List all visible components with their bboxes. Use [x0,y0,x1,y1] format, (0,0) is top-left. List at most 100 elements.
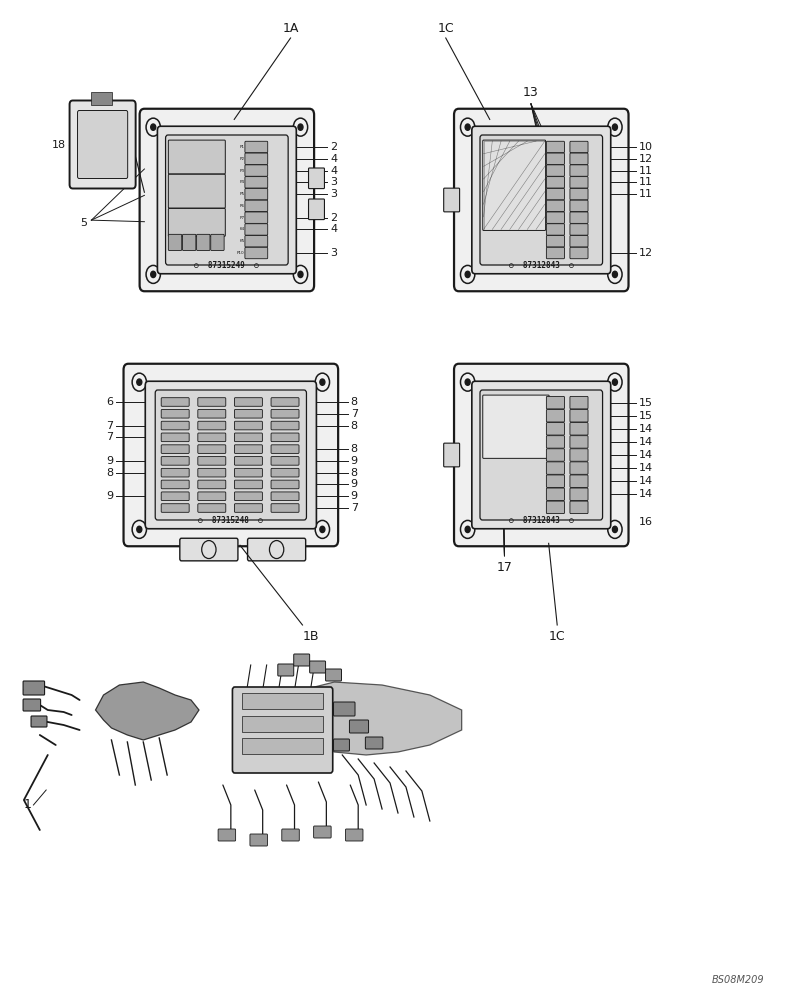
FancyBboxPatch shape [570,488,588,501]
FancyBboxPatch shape [235,468,263,477]
FancyBboxPatch shape [334,702,355,716]
FancyBboxPatch shape [235,409,263,418]
Text: P4: P4 [240,180,244,184]
Text: P10: P10 [237,251,244,255]
FancyBboxPatch shape [570,188,588,200]
Text: 14: 14 [639,476,653,486]
FancyBboxPatch shape [162,398,189,406]
FancyBboxPatch shape [443,188,459,212]
Text: 15: 15 [639,398,653,408]
FancyBboxPatch shape [168,208,225,236]
FancyBboxPatch shape [77,110,127,178]
FancyBboxPatch shape [198,504,226,512]
Text: K4: K4 [240,227,244,231]
FancyBboxPatch shape [158,126,296,274]
FancyBboxPatch shape [198,492,226,501]
FancyBboxPatch shape [271,421,299,430]
FancyBboxPatch shape [271,468,299,477]
Circle shape [298,271,303,278]
FancyBboxPatch shape [245,224,267,235]
FancyBboxPatch shape [345,829,363,841]
Text: 12: 12 [639,154,653,164]
FancyBboxPatch shape [235,504,263,512]
Text: 9: 9 [106,491,113,501]
FancyBboxPatch shape [570,462,588,474]
Circle shape [320,526,325,533]
FancyBboxPatch shape [570,165,588,176]
FancyBboxPatch shape [271,445,299,453]
FancyBboxPatch shape [546,141,564,153]
Text: 8: 8 [351,468,358,478]
FancyBboxPatch shape [168,174,225,208]
FancyBboxPatch shape [365,737,383,749]
FancyBboxPatch shape [570,436,588,448]
Text: 17: 17 [497,561,513,574]
FancyBboxPatch shape [162,504,189,512]
FancyBboxPatch shape [349,720,369,733]
Polygon shape [96,682,199,740]
FancyBboxPatch shape [282,829,299,841]
FancyBboxPatch shape [198,421,226,430]
FancyBboxPatch shape [162,409,189,418]
FancyBboxPatch shape [480,135,603,265]
Text: 1: 1 [24,798,32,812]
FancyBboxPatch shape [155,390,306,520]
FancyBboxPatch shape [454,364,629,546]
Circle shape [465,379,470,385]
FancyBboxPatch shape [271,409,299,418]
FancyBboxPatch shape [139,109,314,291]
FancyBboxPatch shape [570,475,588,487]
Text: 1C: 1C [549,630,565,643]
Circle shape [465,526,470,533]
Text: 3: 3 [330,189,338,199]
Text: 3: 3 [330,177,338,187]
Text: 9: 9 [351,491,358,501]
FancyBboxPatch shape [326,669,341,681]
Text: 14: 14 [639,450,653,460]
FancyBboxPatch shape [180,538,238,561]
FancyBboxPatch shape [248,538,306,561]
FancyBboxPatch shape [235,480,263,489]
Circle shape [612,271,618,278]
FancyBboxPatch shape [546,475,564,487]
FancyBboxPatch shape [166,135,288,265]
FancyBboxPatch shape [198,398,226,406]
Text: 11: 11 [639,166,653,176]
FancyBboxPatch shape [198,468,226,477]
Text: 16: 16 [639,517,653,527]
Text: 8: 8 [351,421,358,431]
Text: P5: P5 [240,192,244,196]
FancyBboxPatch shape [546,236,564,247]
FancyBboxPatch shape [570,200,588,212]
FancyBboxPatch shape [245,177,267,188]
FancyBboxPatch shape [546,247,564,259]
FancyBboxPatch shape [570,247,588,259]
FancyBboxPatch shape [162,457,189,465]
FancyBboxPatch shape [309,199,325,220]
FancyBboxPatch shape [245,141,267,153]
FancyBboxPatch shape [145,381,316,529]
FancyBboxPatch shape [123,364,338,546]
FancyBboxPatch shape [271,433,299,442]
FancyBboxPatch shape [443,443,459,467]
FancyBboxPatch shape [546,177,564,188]
Text: 4: 4 [330,166,338,176]
FancyBboxPatch shape [546,423,564,435]
FancyBboxPatch shape [546,165,564,176]
FancyBboxPatch shape [570,236,588,247]
FancyBboxPatch shape [570,141,588,153]
Text: P7: P7 [240,216,244,220]
FancyBboxPatch shape [235,398,263,406]
FancyBboxPatch shape [198,457,226,465]
FancyBboxPatch shape [250,834,267,846]
FancyBboxPatch shape [245,188,267,200]
FancyBboxPatch shape [314,826,331,838]
Text: 2: 2 [330,142,338,152]
FancyBboxPatch shape [480,390,603,520]
FancyBboxPatch shape [218,829,236,841]
Text: 4: 4 [330,224,338,234]
Text: 8: 8 [351,397,358,407]
FancyBboxPatch shape [232,687,333,773]
FancyBboxPatch shape [546,501,564,514]
FancyBboxPatch shape [546,153,564,164]
